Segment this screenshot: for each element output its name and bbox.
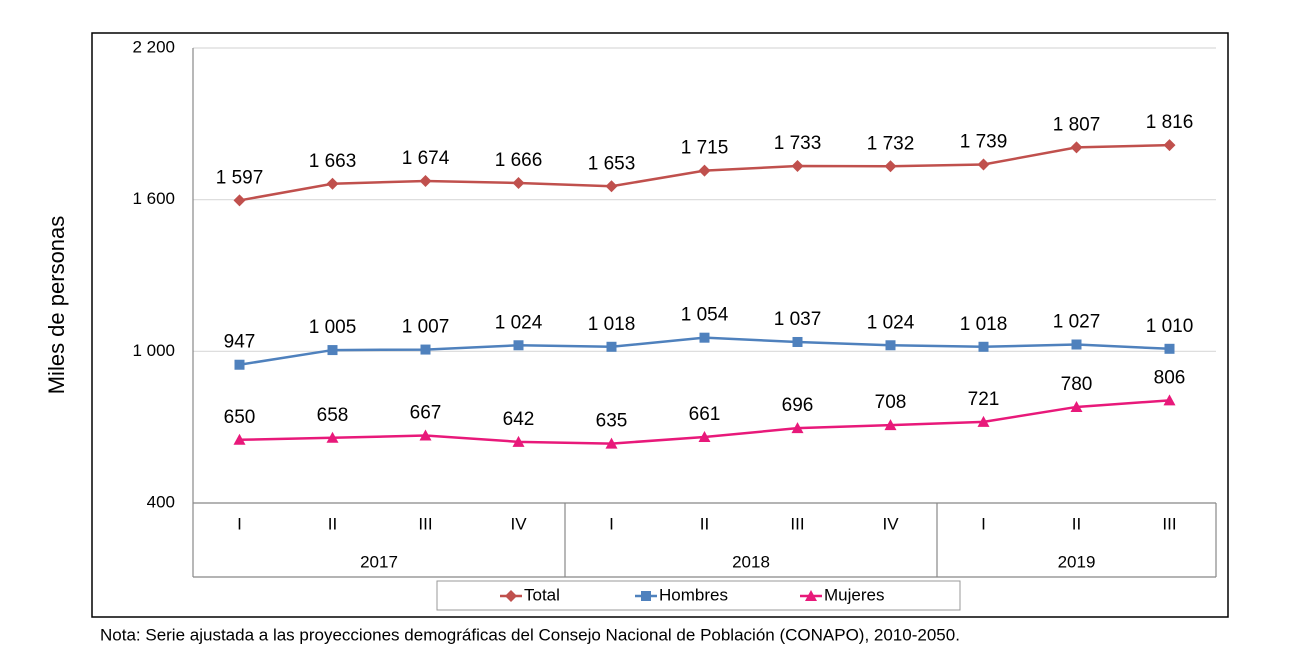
data-point	[1071, 339, 1082, 350]
data-label: 1 674	[402, 148, 450, 169]
data-point	[792, 336, 803, 347]
data-label: 947	[224, 332, 256, 353]
data-label: 661	[689, 404, 721, 425]
chart-frame	[91, 32, 1229, 618]
data-point	[1164, 343, 1175, 354]
x-tick-label: III	[790, 514, 804, 533]
data-point	[885, 340, 896, 351]
y-tick-label: 1 000	[132, 341, 175, 360]
data-label: 1 054	[681, 305, 729, 326]
data-point	[884, 160, 897, 173]
data-label: 696	[782, 395, 814, 416]
y-tick-label: 1 600	[132, 189, 175, 208]
data-point	[512, 176, 525, 189]
data-point	[977, 158, 990, 171]
data-point	[791, 160, 804, 173]
data-label: 1 018	[960, 314, 1008, 335]
y-tick-label: 2 200	[132, 37, 175, 56]
data-label: 1 663	[309, 151, 357, 172]
data-label: 1 024	[867, 312, 915, 333]
x-tick-label: I	[981, 514, 986, 533]
data-point	[698, 431, 711, 443]
data-label: 1 816	[1146, 112, 1194, 133]
legend-label: Total	[524, 585, 560, 604]
data-label: 658	[317, 405, 349, 426]
data-label: 1 005	[309, 317, 357, 338]
data-label: 1 027	[1053, 312, 1101, 333]
data-label: 667	[410, 403, 442, 424]
data-point	[605, 180, 618, 193]
data-label: 1 037	[774, 309, 822, 330]
x-tick-label: II	[328, 514, 337, 533]
data-point	[978, 341, 989, 352]
x-tick-label: III	[418, 514, 432, 533]
data-label: 1 739	[960, 132, 1008, 153]
x-group-label: 2017	[360, 552, 398, 571]
x-tick-label: I	[237, 514, 242, 533]
data-point	[698, 164, 711, 177]
data-point	[419, 174, 432, 187]
legend-marker	[505, 590, 517, 602]
data-label: 1 007	[402, 317, 450, 338]
x-tick-label: I	[609, 514, 614, 533]
data-point	[884, 419, 897, 431]
x-tick-label: II	[700, 514, 709, 533]
data-label: 708	[875, 392, 907, 413]
legend-marker	[805, 590, 817, 601]
data-point	[512, 435, 525, 447]
data-point	[419, 429, 432, 441]
legend-box	[436, 580, 961, 611]
x-tick-label: IV	[882, 514, 899, 533]
data-label: 1 732	[867, 133, 915, 154]
data-label: 1 653	[588, 153, 636, 174]
data-point	[233, 194, 246, 207]
data-point	[606, 341, 617, 352]
data-label: 1 018	[588, 314, 636, 335]
data-point	[233, 433, 246, 445]
data-label: 1 597	[216, 167, 264, 188]
y-axis-label: Miles de personas	[44, 216, 69, 395]
data-label: 1 024	[495, 312, 543, 333]
data-point	[513, 340, 524, 351]
x-tick-label: III	[1162, 514, 1176, 533]
note: Nota: Serie ajustada a las proyecciones …	[100, 625, 960, 644]
legend-label: Hombres	[659, 585, 728, 604]
legend-label: Mujeres	[824, 585, 884, 604]
data-point	[326, 177, 339, 190]
data-label: 806	[1154, 367, 1186, 388]
legend-marker	[641, 591, 651, 601]
data-label: 1 715	[681, 138, 729, 159]
data-label: 780	[1061, 374, 1093, 395]
data-point	[1163, 394, 1176, 406]
x-group-label: 2019	[1058, 552, 1096, 571]
data-label: 1 733	[774, 133, 822, 154]
data-label: 1 666	[495, 150, 543, 171]
x-tick-label: IV	[510, 514, 527, 533]
data-point	[791, 422, 804, 434]
y-tick-label: 400	[147, 492, 175, 511]
data-point	[1163, 139, 1176, 152]
data-point	[977, 415, 990, 427]
data-point	[1070, 141, 1083, 154]
data-point	[420, 344, 431, 355]
data-point	[327, 345, 338, 356]
data-label: 650	[224, 407, 256, 428]
data-label: 1 807	[1053, 114, 1101, 135]
data-point	[326, 431, 339, 443]
data-point	[234, 359, 245, 370]
x-tick-label: II	[1072, 514, 1081, 533]
data-label: 642	[503, 409, 535, 430]
data-label: 721	[968, 389, 1000, 410]
data-point	[699, 332, 710, 343]
data-point	[605, 437, 618, 449]
data-label: 635	[596, 411, 628, 432]
x-group-label: 2018	[732, 552, 770, 571]
data-point	[1070, 400, 1083, 412]
data-label: 1 010	[1146, 316, 1194, 337]
